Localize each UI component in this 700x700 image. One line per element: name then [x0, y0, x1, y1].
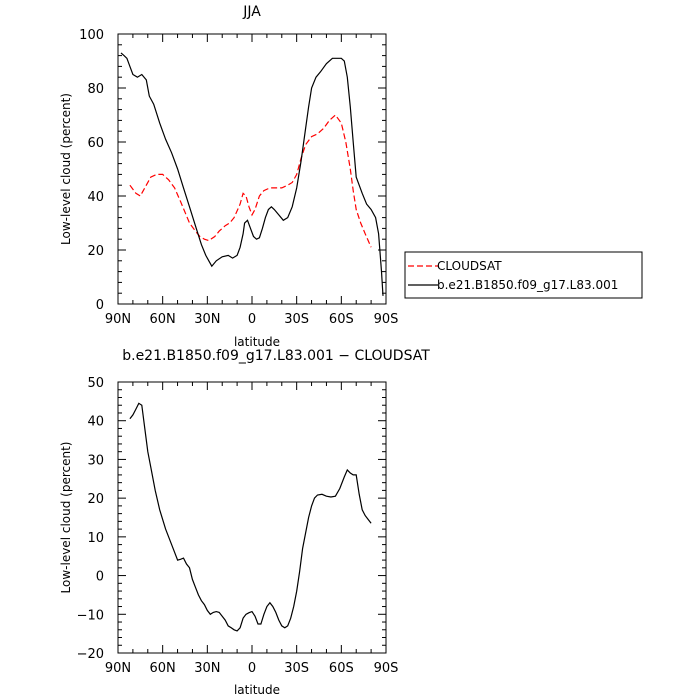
x-tick-label: 90S [374, 312, 399, 327]
series-line-cloudsat [129, 114, 372, 248]
legend: CLOUDSAT b.e21.B1850.f09_g17.L83.001 [404, 251, 643, 299]
top-chart-title: JJA [242, 4, 261, 20]
top-series [120, 52, 384, 296]
x-tick-label: 30N [194, 661, 220, 676]
y-tick-label: 0 [96, 298, 104, 313]
y-tick-label: 10 [87, 531, 104, 546]
y-tick-label: 80 [87, 82, 104, 97]
legend-label-model: b.e21.B1850.f09_g17.L83.001 [437, 278, 618, 292]
top-y-ticks: 0 20 40 60 80 100 [79, 28, 386, 313]
x-tick-label: 30S [284, 661, 309, 676]
bottom-chart-title: b.e21.B1850.f09_g17.L83.001 − CLOUDSAT [122, 348, 430, 364]
bottom-x-axis-label: latitude [234, 683, 280, 697]
bottom-y-axis-label: Low-level cloud (percent) [59, 442, 73, 594]
legend-label-cloudsat: CLOUDSAT [437, 259, 502, 273]
top-y-axis-label: Low-level cloud (percent) [59, 93, 73, 245]
top-x-axis-label: latitude [234, 335, 280, 349]
x-tick-label: 60S [329, 661, 354, 676]
y-tick-label: −20 [77, 647, 104, 662]
bottom-y-ticks: −20 −10 0 10 20 30 40 50 [77, 376, 386, 662]
y-tick-label: 50 [87, 376, 104, 391]
y-tick-label: 0 [96, 570, 104, 585]
top-plot-frame [117, 33, 387, 305]
legend-box [404, 251, 643, 299]
x-tick-label: 90N [105, 312, 131, 327]
y-tick-label: 100 [79, 28, 104, 43]
y-tick-label: 20 [87, 244, 104, 259]
x-tick-label: 0 [248, 312, 256, 327]
x-tick-label: 30N [194, 312, 220, 327]
series-line-model [120, 52, 384, 296]
series-line-difference [129, 402, 372, 632]
y-tick-label: 60 [87, 136, 104, 151]
x-tick-label: 0 [248, 661, 256, 676]
bottom-series [129, 402, 372, 632]
y-tick-label: 20 [87, 492, 104, 507]
x-tick-label: 90S [374, 661, 399, 676]
y-tick-label: −10 [77, 608, 104, 623]
y-tick-label: 30 [87, 453, 104, 468]
bottom-x-ticks: 90N 60N 30N 0 30S 60S 90S [105, 382, 399, 676]
x-tick-label: 90N [105, 661, 131, 676]
top-x-ticks: 90N 60N 30N 0 30S 60S 90S [105, 34, 399, 327]
top-plot: JJA 90N 60N 30N 0 30S 60S 90S 0 20 40 60 80 100 lat… [59, 4, 643, 349]
x-tick-label: 30S [284, 312, 309, 327]
y-tick-label: 40 [87, 415, 104, 430]
y-tick-label: 40 [87, 190, 104, 205]
bottom-plot: b.e21.B1850.f09_g17.L83.001 − CLOUDSAT 9… [59, 348, 430, 697]
x-tick-label: 60S [329, 312, 354, 327]
x-tick-label: 60N [150, 312, 176, 327]
x-tick-label: 60N [150, 661, 176, 676]
